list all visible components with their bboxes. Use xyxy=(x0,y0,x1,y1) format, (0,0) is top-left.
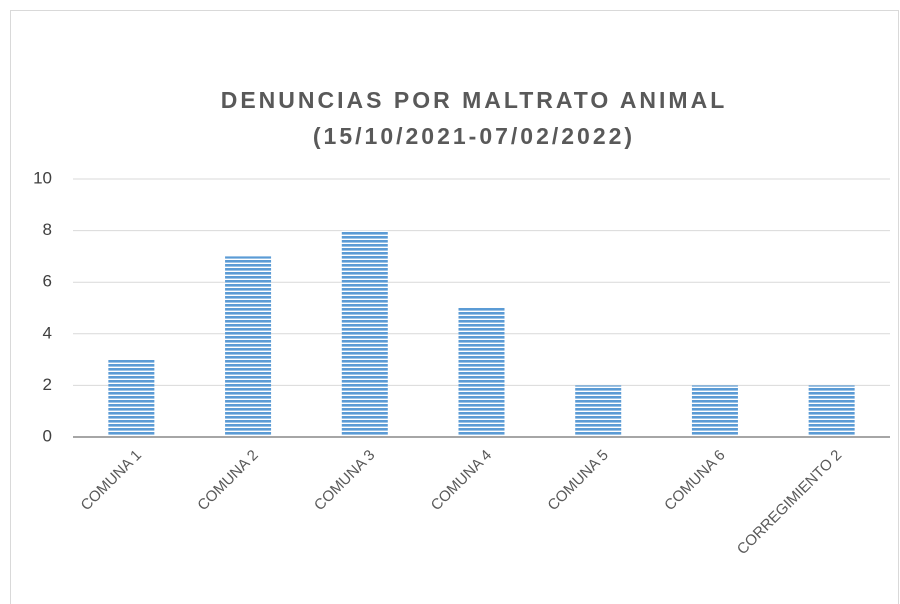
y-tick-label: 2 xyxy=(43,375,52,394)
bar xyxy=(225,256,272,437)
x-tick-label: COMUNA 4 xyxy=(428,447,495,514)
x-tick-label: COMUNA 2 xyxy=(194,447,261,514)
bar xyxy=(458,308,505,437)
y-tick-label: 4 xyxy=(43,323,52,342)
chart-title: DENUNCIAS POR MALTRATO ANIMAL xyxy=(221,87,728,113)
x-tick-label: COMUNA 3 xyxy=(311,447,378,514)
y-tick-label: 0 xyxy=(43,426,52,445)
y-tick-label: 10 xyxy=(33,168,52,187)
bar xyxy=(575,385,622,437)
y-tick-label: 8 xyxy=(43,220,52,239)
bar xyxy=(808,385,855,437)
x-tick-label: COMUNA 6 xyxy=(661,447,728,514)
y-tick-label: 6 xyxy=(43,272,52,291)
chart-border xyxy=(10,10,899,604)
chart-title: (15/10/2021-07/02/2022) xyxy=(313,123,635,149)
x-tick-label: COMUNA 5 xyxy=(544,447,611,514)
bar xyxy=(341,230,388,437)
bar xyxy=(108,359,155,437)
x-tick-label: CORREGIMIENTO 2 xyxy=(734,447,845,558)
bar xyxy=(691,385,738,437)
x-tick-label: COMUNA 1 xyxy=(78,447,145,514)
